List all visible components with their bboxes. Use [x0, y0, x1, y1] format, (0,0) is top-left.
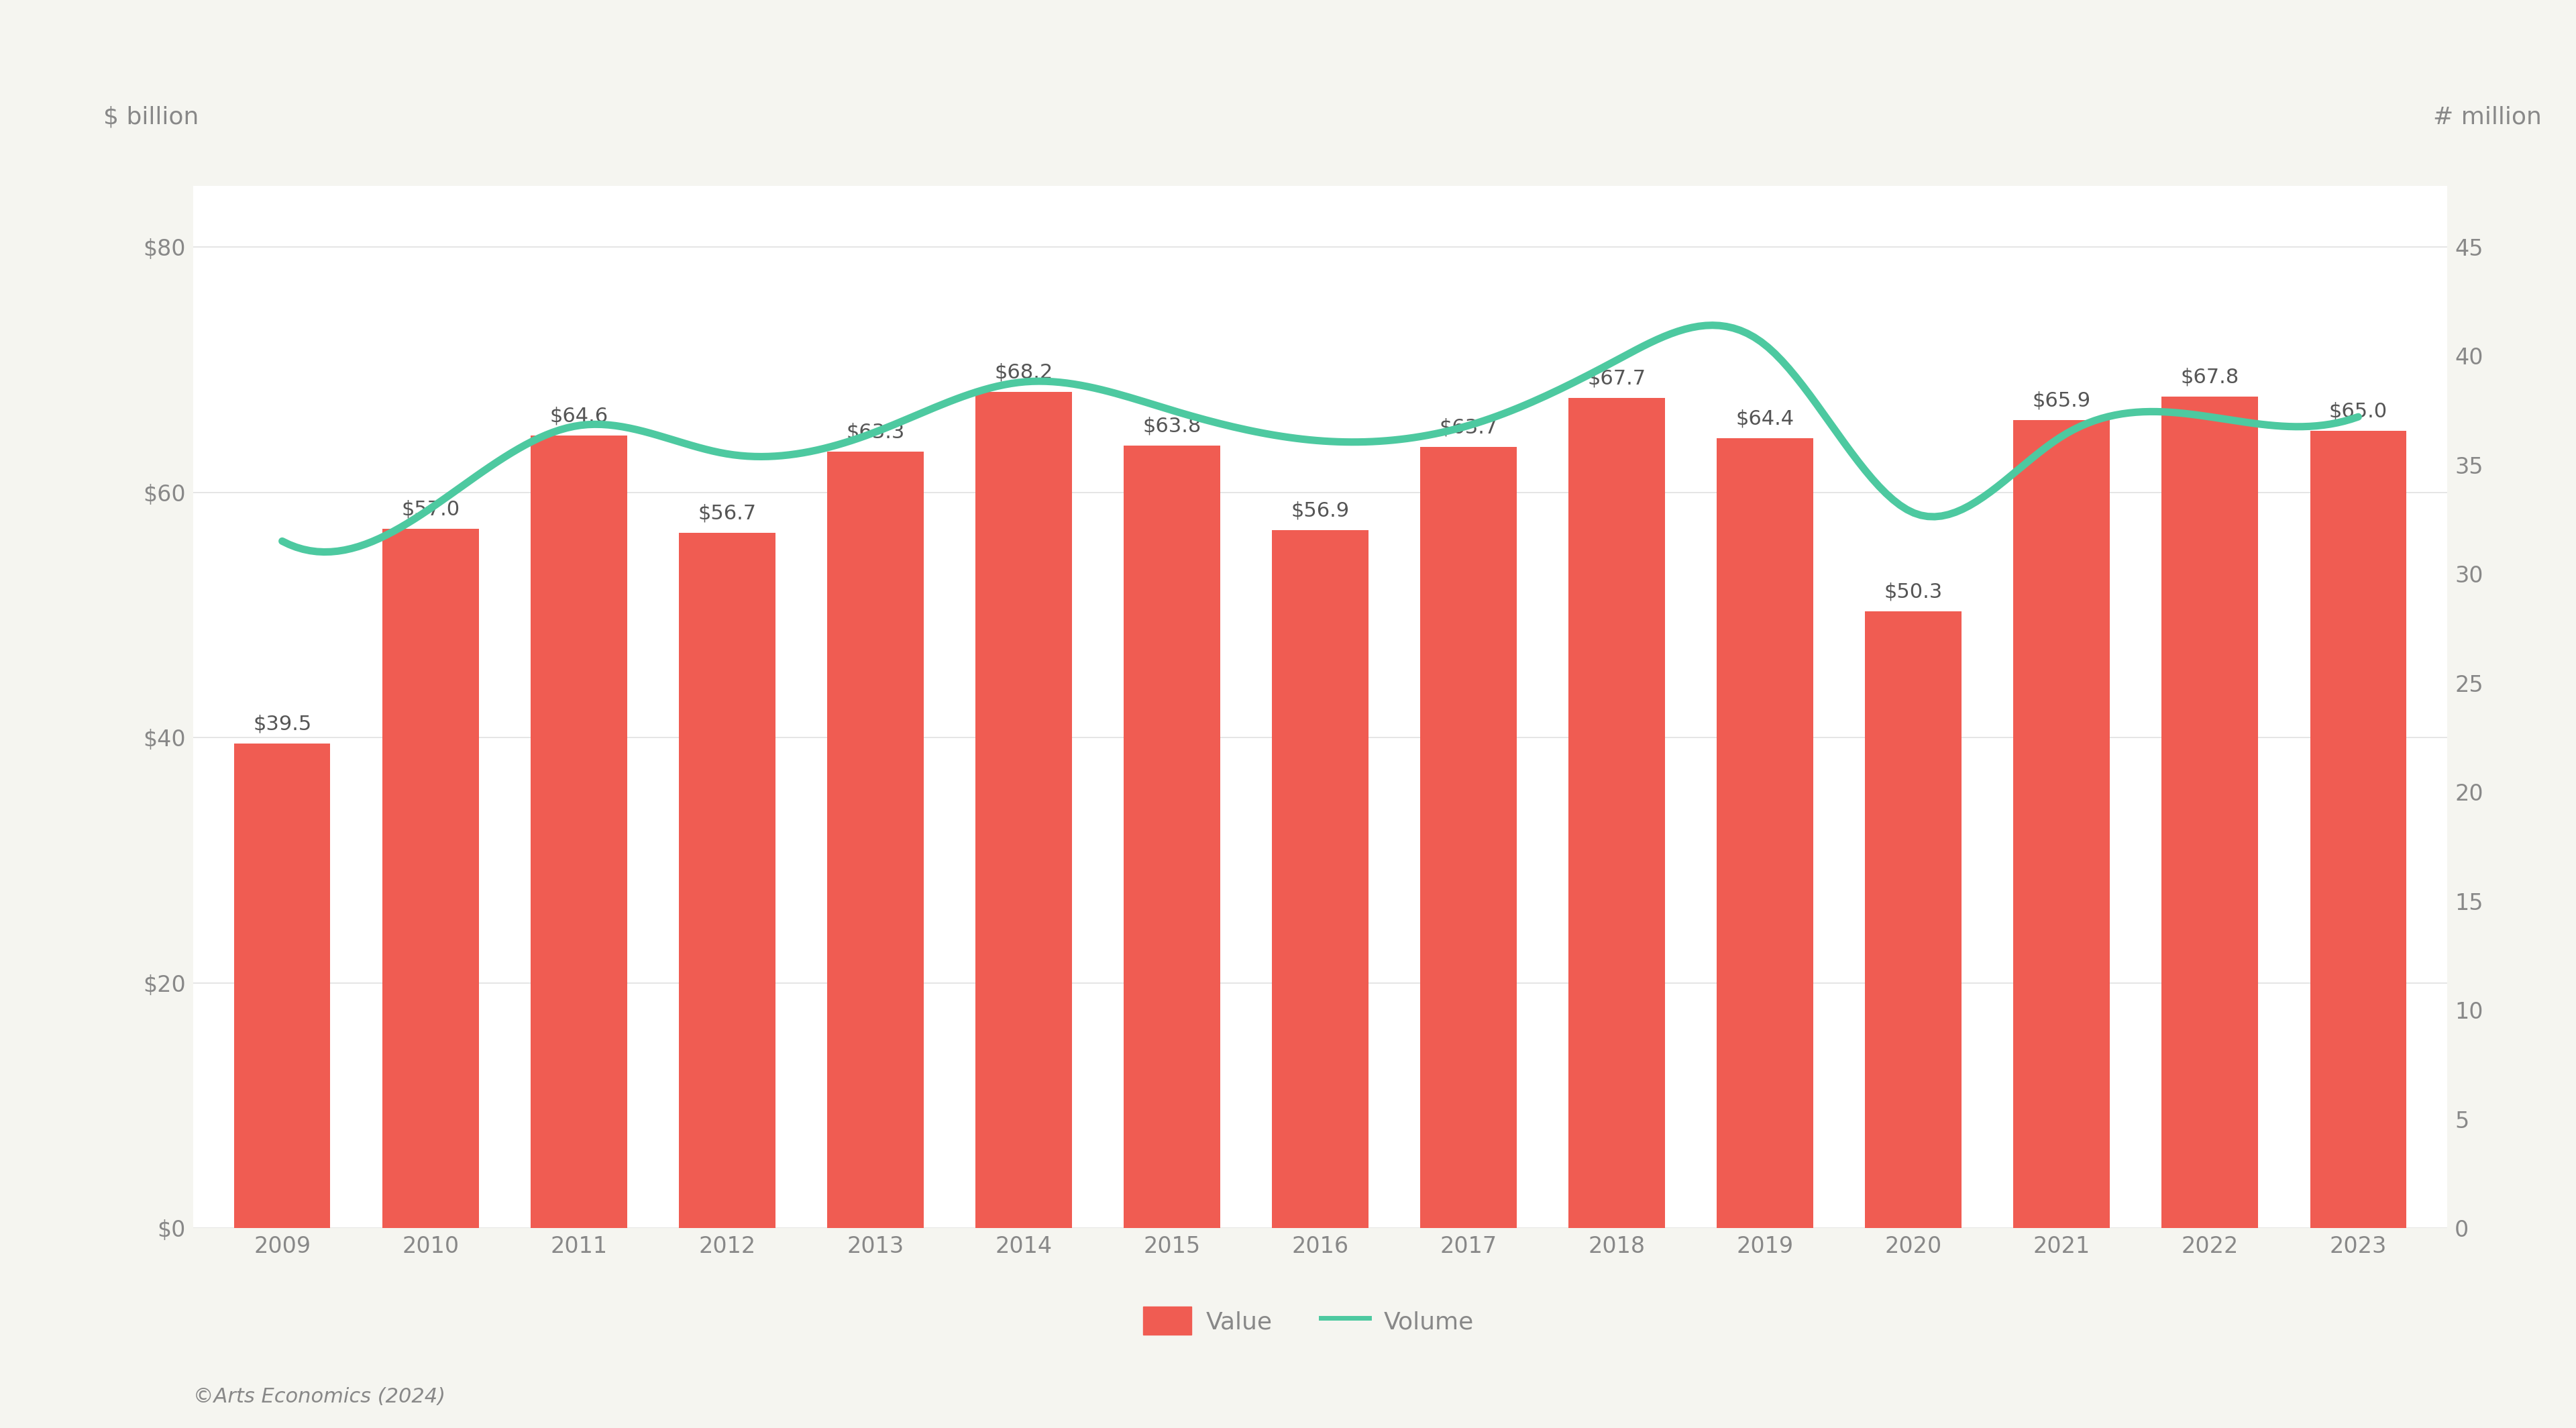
Bar	[1865, 611, 1960, 1228]
Text: $68.2: $68.2	[994, 363, 1054, 381]
Text: $56.7: $56.7	[698, 504, 757, 523]
Text: $63.7: $63.7	[1440, 417, 1497, 437]
Bar	[2311, 431, 2406, 1228]
Text: $67.7: $67.7	[1587, 368, 1646, 388]
Bar	[1569, 398, 1664, 1228]
Bar	[2161, 397, 2259, 1228]
Legend: Value, Volume: Value, Volume	[1133, 1297, 1484, 1345]
Text: $65.0: $65.0	[2329, 401, 2388, 421]
Bar	[1123, 446, 1221, 1228]
Bar	[1273, 530, 1368, 1228]
Text: $67.8: $67.8	[2182, 367, 2239, 387]
Text: # million: # million	[2434, 106, 2543, 129]
Bar	[976, 391, 1072, 1228]
Text: $64.4: $64.4	[1736, 408, 1795, 428]
Text: $ billion: $ billion	[103, 106, 198, 129]
Bar	[1716, 438, 1814, 1228]
Text: $63.3: $63.3	[845, 423, 904, 441]
Bar	[2014, 420, 2110, 1228]
Text: $50.3: $50.3	[1883, 583, 1942, 601]
Bar	[381, 528, 479, 1228]
Text: $57.0: $57.0	[402, 500, 459, 520]
Text: $56.9: $56.9	[1291, 501, 1350, 520]
Bar	[234, 744, 330, 1228]
Text: $64.6: $64.6	[549, 407, 608, 426]
Bar	[827, 451, 925, 1228]
Text: $65.9: $65.9	[2032, 391, 2092, 410]
Bar	[680, 533, 775, 1228]
Bar	[1419, 447, 1517, 1228]
Text: $63.8: $63.8	[1144, 417, 1200, 436]
Text: ©Arts Economics (2024): ©Arts Economics (2024)	[193, 1387, 446, 1407]
Bar	[531, 436, 626, 1228]
Text: $39.5: $39.5	[252, 714, 312, 734]
